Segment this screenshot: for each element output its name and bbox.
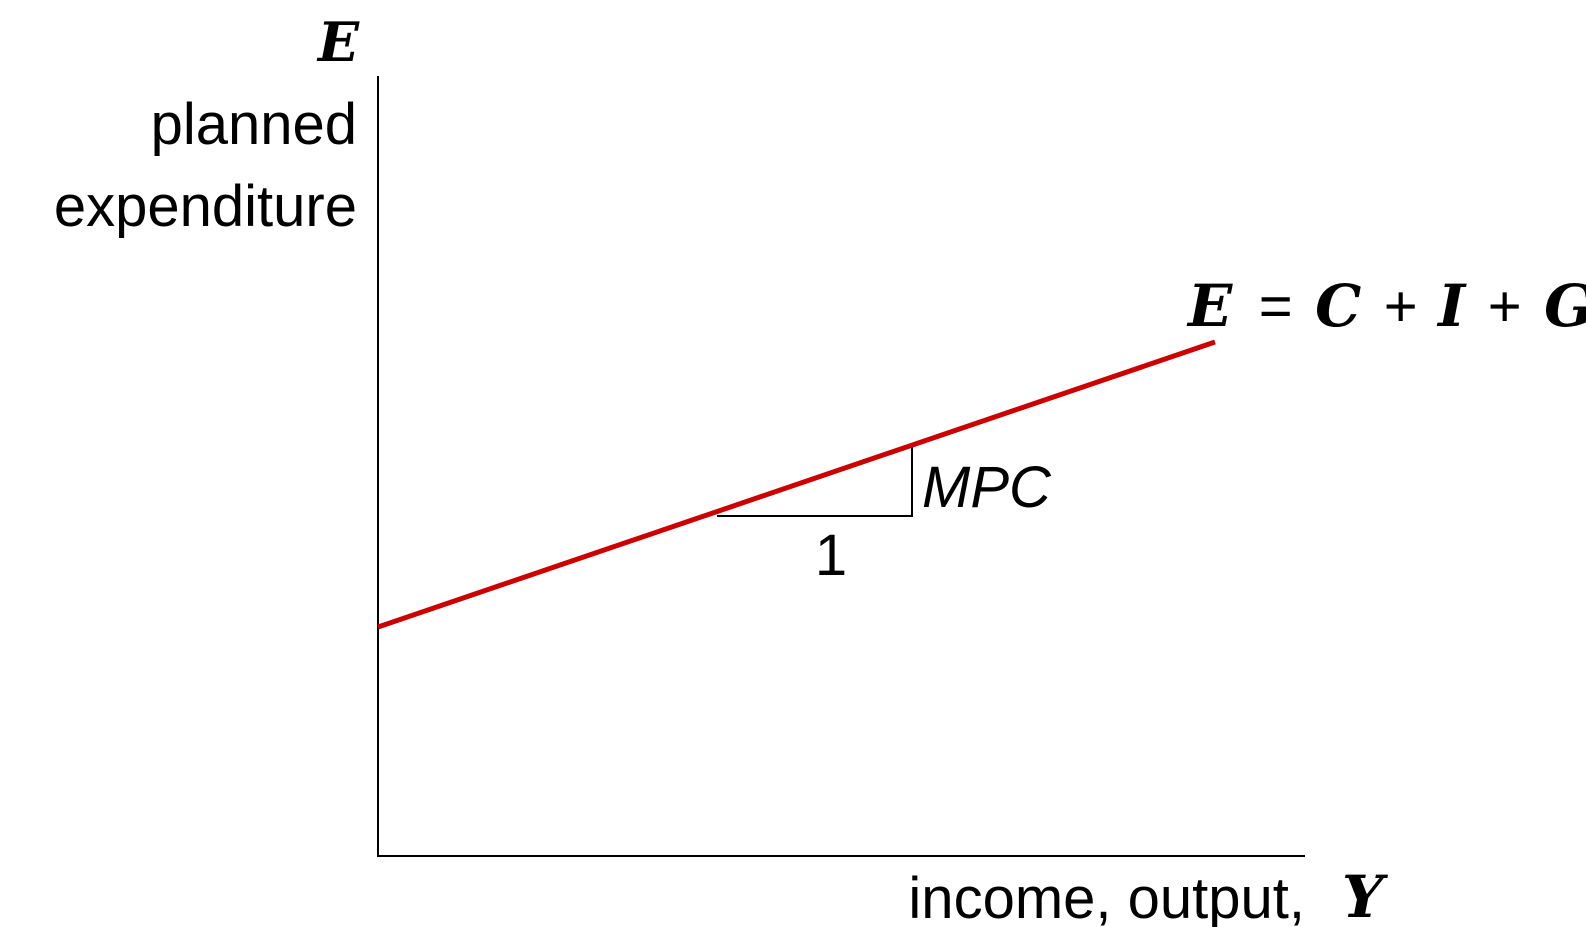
- y-axis-label-line2: expenditure: [54, 174, 357, 239]
- slope-rise-label: MPC: [922, 455, 1052, 520]
- equation-i: I: [1436, 272, 1467, 340]
- expenditure-equation-label: E = C + I + G: [1186, 272, 1586, 340]
- x-axis-label: income, output,: [908, 866, 1305, 927]
- equation-c: C: [1315, 272, 1361, 340]
- expenditure-line: [377, 339, 1216, 630]
- y-axis-symbol: E: [316, 10, 360, 74]
- x-axis-symbol: Y: [1342, 863, 1389, 927]
- equation-plus-2: +: [1488, 274, 1522, 339]
- equation-equals: =: [1259, 274, 1293, 339]
- slope-run-label: 1: [815, 523, 847, 588]
- equation-g: G: [1544, 272, 1586, 340]
- equation-plus-1: +: [1384, 274, 1418, 339]
- y-axis-label-line1: planned: [151, 92, 357, 157]
- equation-lhs: E: [1186, 272, 1233, 340]
